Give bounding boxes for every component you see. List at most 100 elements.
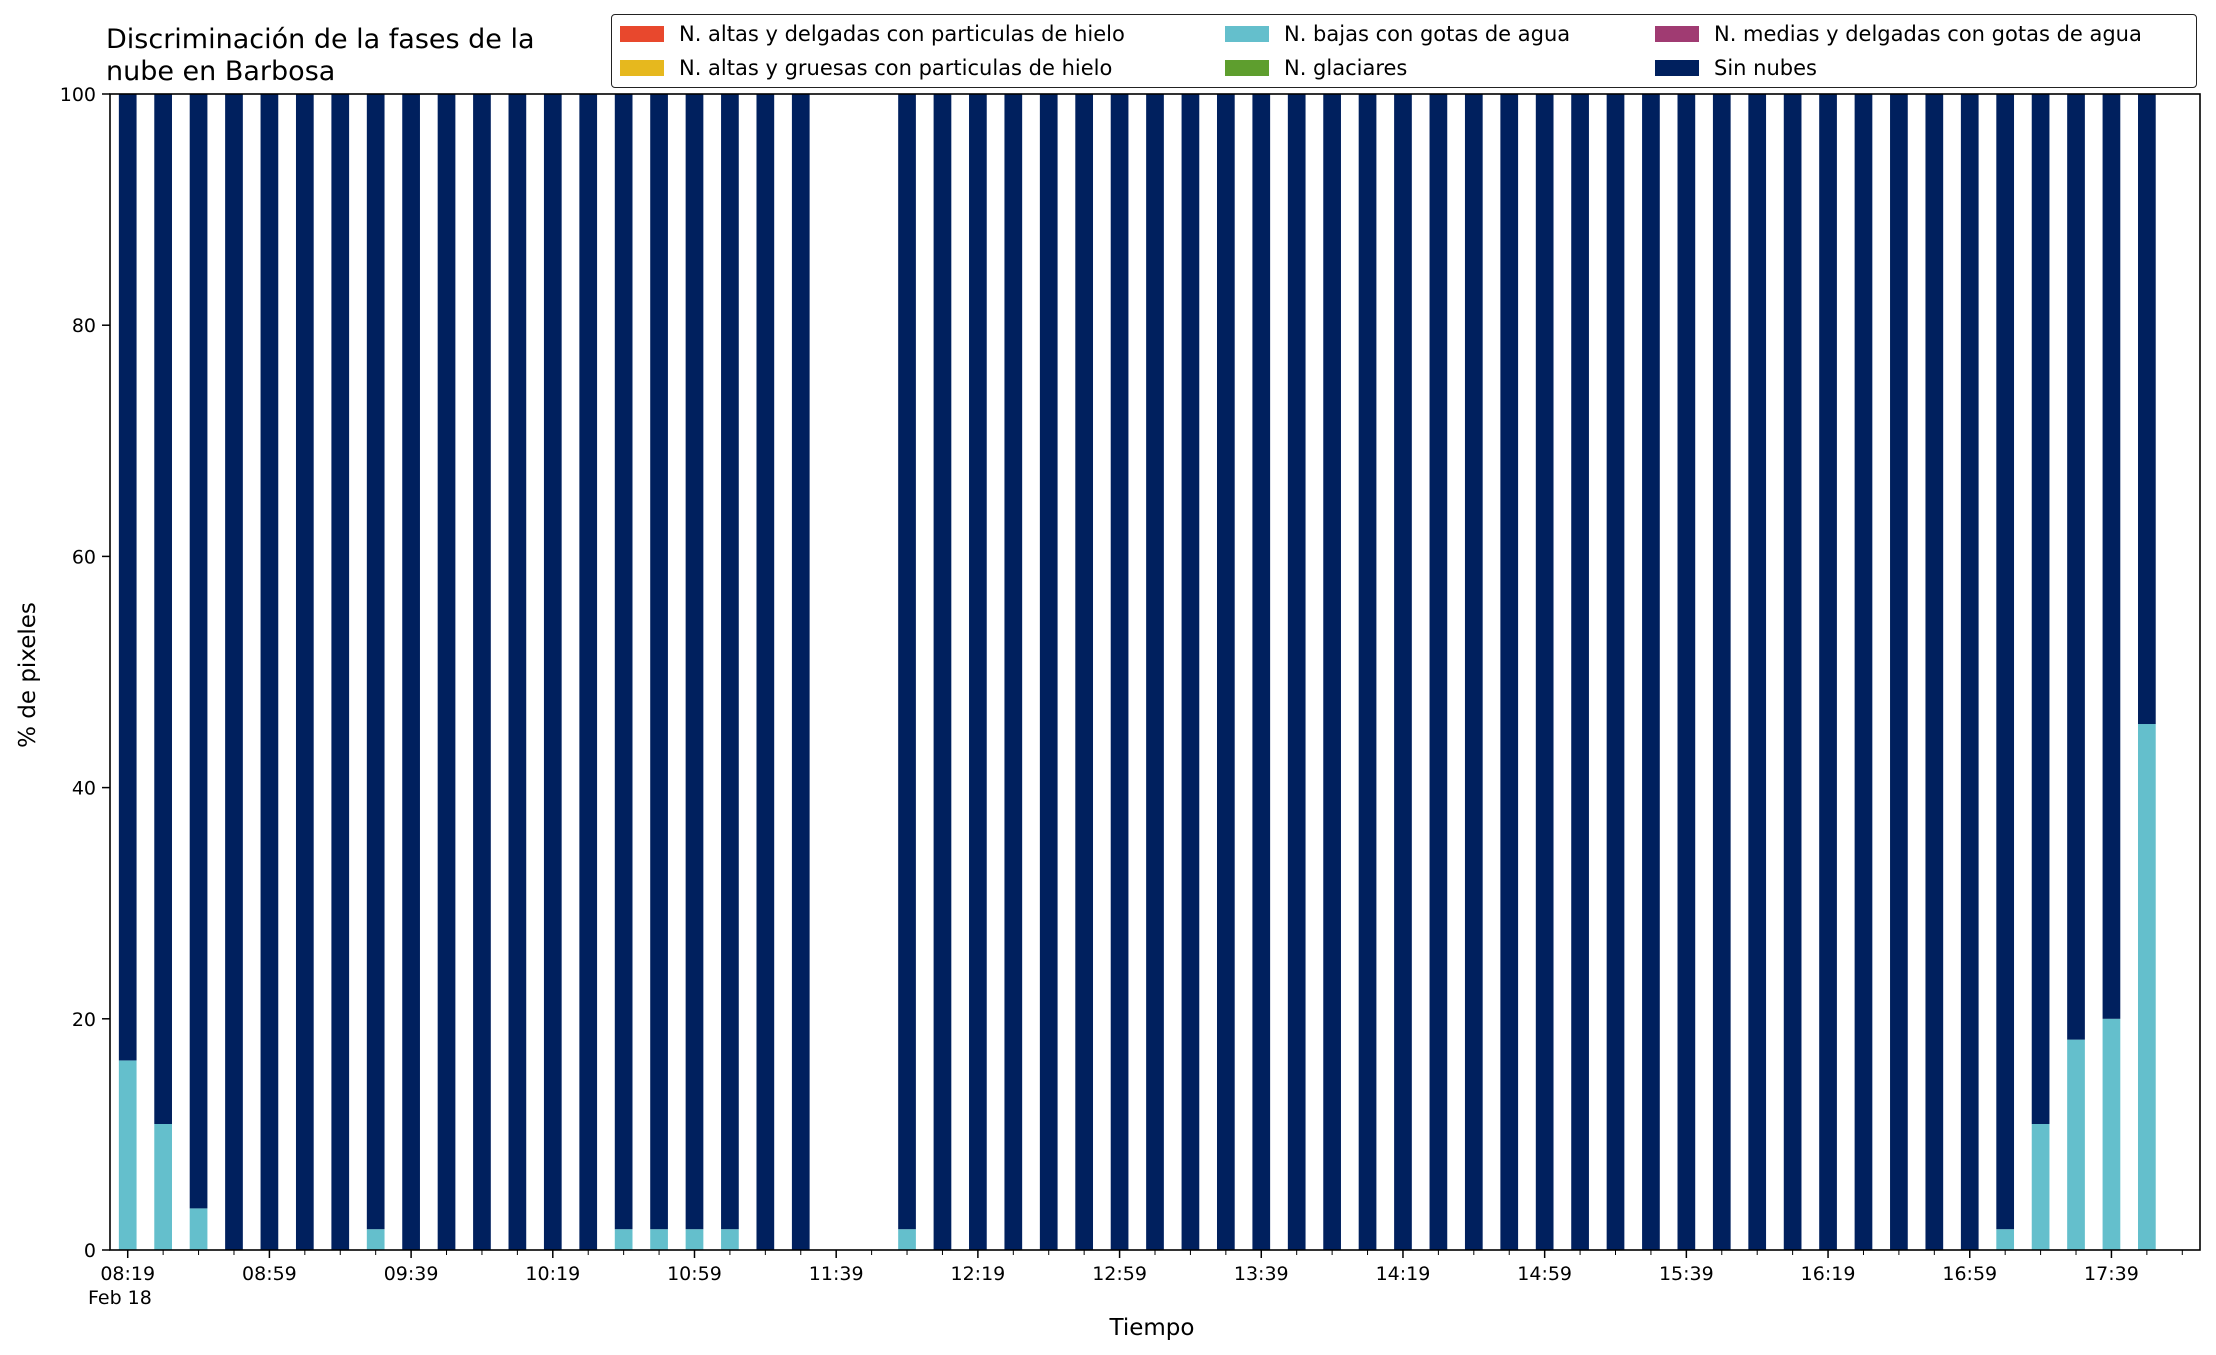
bar-segment [1606, 94, 1625, 1250]
bar-segment [614, 1229, 633, 1250]
bar-segment [543, 94, 562, 1250]
legend-item-glaciares: N. glaciares [1225, 56, 1407, 80]
y-tick-label: 0 [84, 1240, 96, 1262]
y-axis: 0 20 40 60 80 100 [60, 84, 110, 1262]
bar-segment [1960, 94, 1979, 1250]
legend-label: N. glaciares [1284, 56, 1408, 80]
bars-layer [118, 94, 2156, 1250]
bar-segment [2102, 1018, 2121, 1250]
bar-segment [2067, 1039, 2085, 1250]
x-tick-label: 08:19 [100, 1263, 155, 1285]
bar-segment [685, 94, 704, 1230]
legend-swatch [1655, 26, 1699, 42]
chart-title-line-1: Discriminación de la fases de la [106, 24, 535, 55]
bar-segment [1996, 94, 2015, 1230]
bar-segment [933, 94, 952, 1250]
legend-label: Sin nubes [1714, 56, 1817, 80]
y-tick-label: 60 [72, 546, 96, 568]
bar-segment [1216, 94, 1235, 1250]
legend-label: N. medias y delgadas con gotas de agua [1714, 22, 2142, 46]
bar-segment [366, 94, 385, 1230]
bar-segment [189, 1208, 208, 1250]
legend-label: N. altas y gruesas con particulas de hie… [679, 56, 1113, 80]
x-tick-label: 11:39 [809, 1263, 864, 1285]
x-axis: 08:19 08:59 09:39 10:19 10:59 11:39 12:19 12:59… [100, 1250, 2183, 1285]
bar-segment [1996, 1229, 2015, 1250]
plot-frame [109, 93, 2201, 1251]
bar-segment [1783, 94, 1802, 1250]
bar-segment [2102, 94, 2121, 1019]
bar-segment [898, 1229, 916, 1250]
bar-segment [118, 1060, 137, 1250]
bar-segment [1642, 94, 1660, 1250]
bar-segment [969, 94, 987, 1250]
bar-segment [1571, 94, 1589, 1250]
y-axis-label: % de pixeles [15, 602, 41, 748]
x-tick-label: 15:39 [1659, 1263, 1714, 1285]
x-axis-date-label: Feb 18 [88, 1287, 152, 1309]
legend-item-altas-gruesas: N. altas y gruesas con particulas de hie… [620, 56, 1112, 80]
bar-segment [1004, 94, 1023, 1250]
bar-segment [721, 94, 739, 1230]
bar-segment [366, 1229, 385, 1250]
legend-swatch [620, 26, 664, 42]
y-tick-label: 40 [72, 778, 96, 800]
bar-segment [1287, 94, 1306, 1250]
bar-segment [1110, 94, 1129, 1250]
bar-segment [437, 94, 456, 1250]
x-tick-label: 16:19 [1801, 1263, 1856, 1285]
x-tick-label: 13:39 [1234, 1263, 1289, 1285]
bar-segment [1323, 94, 1341, 1250]
legend-item-bajas-gotas: N. bajas con gotas de agua [1225, 22, 1570, 46]
bar-segment [1181, 94, 1200, 1250]
bar-segment [154, 94, 172, 1124]
y-tick-label: 80 [72, 315, 96, 337]
bar-segment [2138, 94, 2156, 725]
bar-segment [1075, 94, 1094, 1250]
bar-segment [154, 1123, 172, 1250]
bar-segment [756, 94, 775, 1250]
bar-segment [898, 94, 916, 1230]
chart-title: Discriminación de la fases de la nube en… [106, 24, 626, 88]
bar-segment [402, 94, 420, 1250]
bar-segment [650, 1229, 668, 1250]
legend-label: N. bajas con gotas de agua [1284, 22, 1571, 46]
bar-segment [118, 94, 137, 1061]
bar-segment [1748, 94, 1767, 1250]
legend-item-altas-delgadas: N. altas y delgadas con particulas de hi… [620, 22, 1125, 46]
legend-swatch [620, 60, 664, 76]
bar-segment [1890, 94, 1908, 1250]
legend-swatch [1225, 26, 1269, 42]
bar-segment [1712, 94, 1731, 1250]
bar-segment [1500, 94, 1519, 1250]
x-tick-label: 12:19 [950, 1263, 1005, 1285]
bar-segment [1146, 94, 1164, 1250]
bar-segment [2031, 94, 2050, 1124]
legend-label: N. altas y delgadas con particulas de hi… [679, 22, 1125, 46]
bar-segment [1464, 94, 1483, 1250]
bar-segment [331, 94, 350, 1250]
bar-segment [1535, 94, 1554, 1250]
bar-segment [650, 94, 668, 1230]
bar-segment [1252, 94, 1271, 1250]
bar-segment [1677, 94, 1696, 1250]
x-tick-label: 12:59 [1092, 1263, 1147, 1285]
bar-segment [721, 1229, 739, 1250]
y-tick-label: 100 [60, 84, 96, 106]
legend: N. altas y delgadas con particulas de hi… [611, 14, 2197, 88]
y-tick-label: 20 [72, 1009, 96, 1031]
bar-segment [189, 94, 208, 1209]
x-axis-label: Tiempo [1109, 1315, 1195, 1341]
legend-swatch [1655, 60, 1699, 76]
bar-segment [508, 94, 527, 1250]
bar-segment [1819, 94, 1837, 1250]
bar-segment [1429, 94, 1448, 1250]
legend-item-medias-delgadas: N. medias y delgadas con gotas de agua [1655, 22, 2142, 46]
bar-segment [1358, 94, 1377, 1250]
x-tick-label: 14:19 [1376, 1263, 1431, 1285]
bar-segment [1039, 94, 1058, 1250]
x-tick-label: 10:59 [667, 1263, 722, 1285]
x-tick-label: 08:59 [242, 1263, 297, 1285]
bar-segment [225, 94, 243, 1250]
